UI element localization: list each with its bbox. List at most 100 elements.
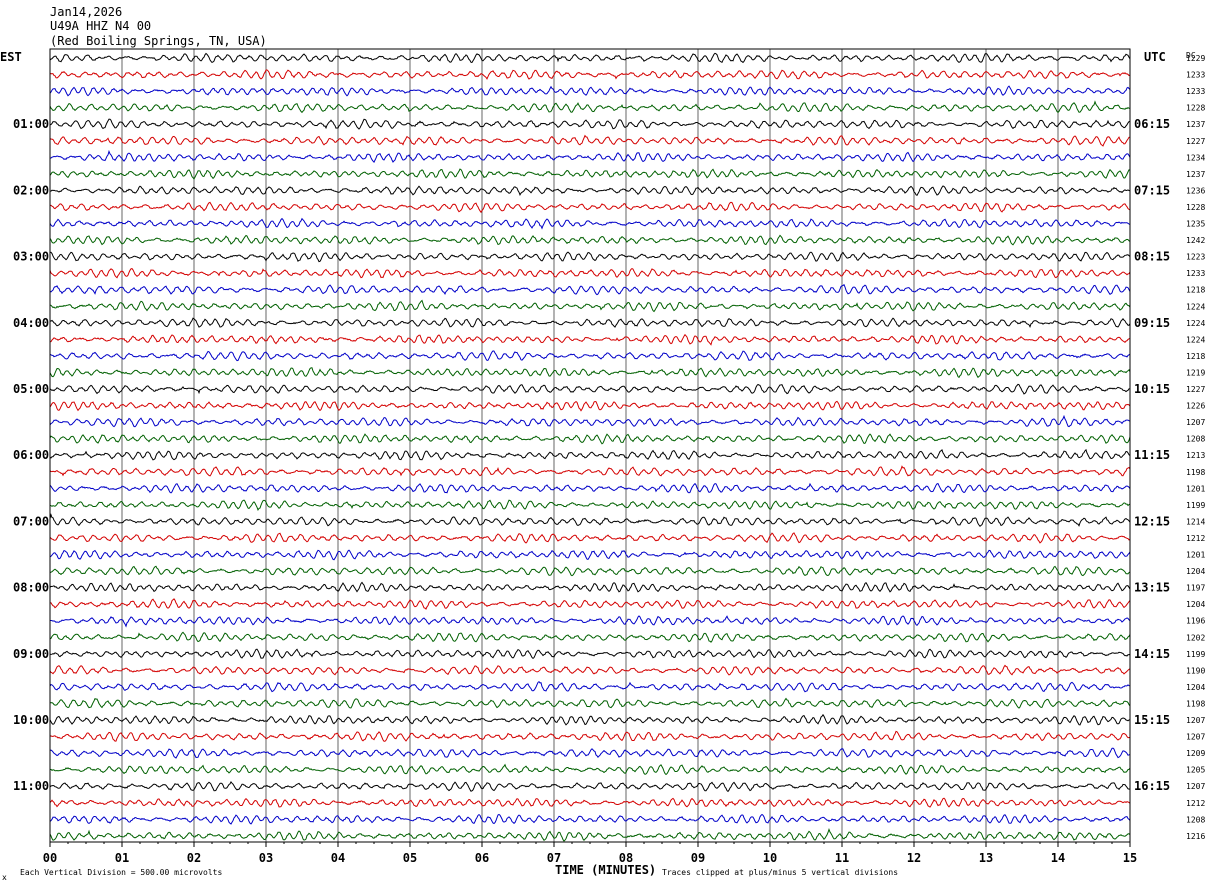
trace-line [49,383,1131,395]
utc-time-label: 16:15 [1134,779,1170,793]
dc-offset-value: 1229 [1186,54,1205,63]
dc-offset-value: 1212 [1186,534,1205,543]
trace-line [49,713,1131,726]
est-hour-label: 10:00 [13,713,49,727]
dc-offset-value: 1237 [1186,120,1205,129]
utc-time-label: 12:15 [1134,514,1170,528]
dc-offset-value: 1228 [1186,203,1205,212]
utc-time-label: 07:15 [1134,183,1170,197]
est-hour-label: 08:00 [13,581,49,595]
dc-offset-value: 1242 [1186,236,1205,245]
trace-line [49,598,1131,610]
plot-frame [49,48,1131,843]
x-tick-label: 07 [547,851,561,865]
dc-offset-value: 1226 [1186,402,1205,411]
trace-line [49,433,1131,445]
trace-line [49,400,1131,412]
dc-column-header: DC [1186,51,1196,60]
trace-line [50,615,1131,628]
utc-time-label: 09:15 [1134,316,1170,330]
trace-line [49,581,1131,593]
trace-line [49,234,1131,246]
x-tick-label: 15 [1123,851,1137,865]
trace-line [49,185,1131,196]
clip-note: Traces clipped at plus/minus 5 vertical … [662,868,898,877]
utc-time-label: 08:15 [1134,250,1170,264]
trace-line [49,52,1131,64]
right-timezone-label: UTC [1144,50,1166,64]
trace-line [49,299,1131,313]
trace-line [49,499,1131,511]
trace-line [49,549,1131,561]
trace-line [49,149,1131,163]
est-hour-label: 07:00 [13,514,49,528]
trace-line [50,697,1131,709]
trace-line [49,631,1131,643]
dc-offset-value: 1202 [1186,633,1205,642]
x-tick-label: 09 [691,851,705,865]
dc-offset-value: 1201 [1186,484,1205,493]
dc-offset-value: 1218 [1186,352,1205,361]
est-hour-label: 06:00 [13,448,49,462]
est-hour-label: 09:00 [13,647,49,661]
x-tick-label: 10 [763,851,777,865]
x-tick-label: 11 [835,851,849,865]
trace-line [49,201,1131,214]
x-tick-label: 04 [331,851,345,865]
dc-offset-value: 1197 [1186,584,1205,593]
x-tick-label: 08 [619,851,633,865]
trace-line [49,100,1130,114]
est-hour-label: 11:00 [13,779,49,793]
trace-line [49,648,1131,660]
trace-line [49,513,1131,528]
dc-offset-value: 1236 [1186,186,1205,195]
trace-line [49,414,1131,428]
dc-offset-value: 1228 [1186,104,1205,113]
trace-line [49,367,1131,379]
est-hour-label: 01:00 [13,117,49,131]
x-tick-label: 12 [907,851,921,865]
x-tick-label: 01 [115,851,129,865]
dc-offset-value: 1234 [1186,153,1205,162]
dc-offset-value: 1199 [1186,501,1205,510]
dc-offset-value: 1207 [1186,418,1205,427]
dc-offset-value: 1205 [1186,766,1205,775]
trace-line [49,532,1131,544]
trace-line [49,681,1131,693]
trace-line [49,565,1131,577]
dc-offset-value: 1207 [1186,733,1205,742]
dc-offset-value: 1224 [1186,319,1205,328]
trace-line [49,85,1131,97]
trace-line [49,448,1131,461]
utc-time-label: 15:15 [1134,713,1170,727]
trace-line [49,763,1131,776]
dc-offset-value: 1198 [1186,468,1205,477]
left-timezone-label: EST [0,50,22,64]
dc-offset-value: 1233 [1186,71,1205,80]
corner-mark: x [2,873,7,882]
x-tick-label: 14 [1051,851,1065,865]
trace-line [49,747,1131,759]
est-hour-label: 05:00 [13,382,49,396]
x-tick-label: 02 [187,851,201,865]
dc-offset-value: 1204 [1186,683,1205,692]
trace-line [49,664,1131,676]
trace-line [49,780,1131,793]
trace-line [49,730,1131,742]
dc-offset-value: 1208 [1186,815,1205,824]
utc-time-label: 13:15 [1134,581,1170,595]
dc-offset-value: 1216 [1186,832,1205,841]
est-hour-label: 02:00 [13,183,49,197]
trace-line [49,828,1131,842]
x-tick-label: 03 [259,851,273,865]
trace-line [49,217,1131,230]
dc-offset-value: 1207 [1186,716,1205,725]
trace-line [49,482,1131,494]
dc-offset-value: 1196 [1186,617,1205,626]
x-axis-title: TIME (MINUTES) [555,863,656,877]
dc-offset-value: 1208 [1186,435,1205,444]
dc-offset-value: 1224 [1186,335,1205,344]
station-id: U49A HHZ N4 00 [50,19,152,33]
x-tick-label: 05 [403,851,417,865]
